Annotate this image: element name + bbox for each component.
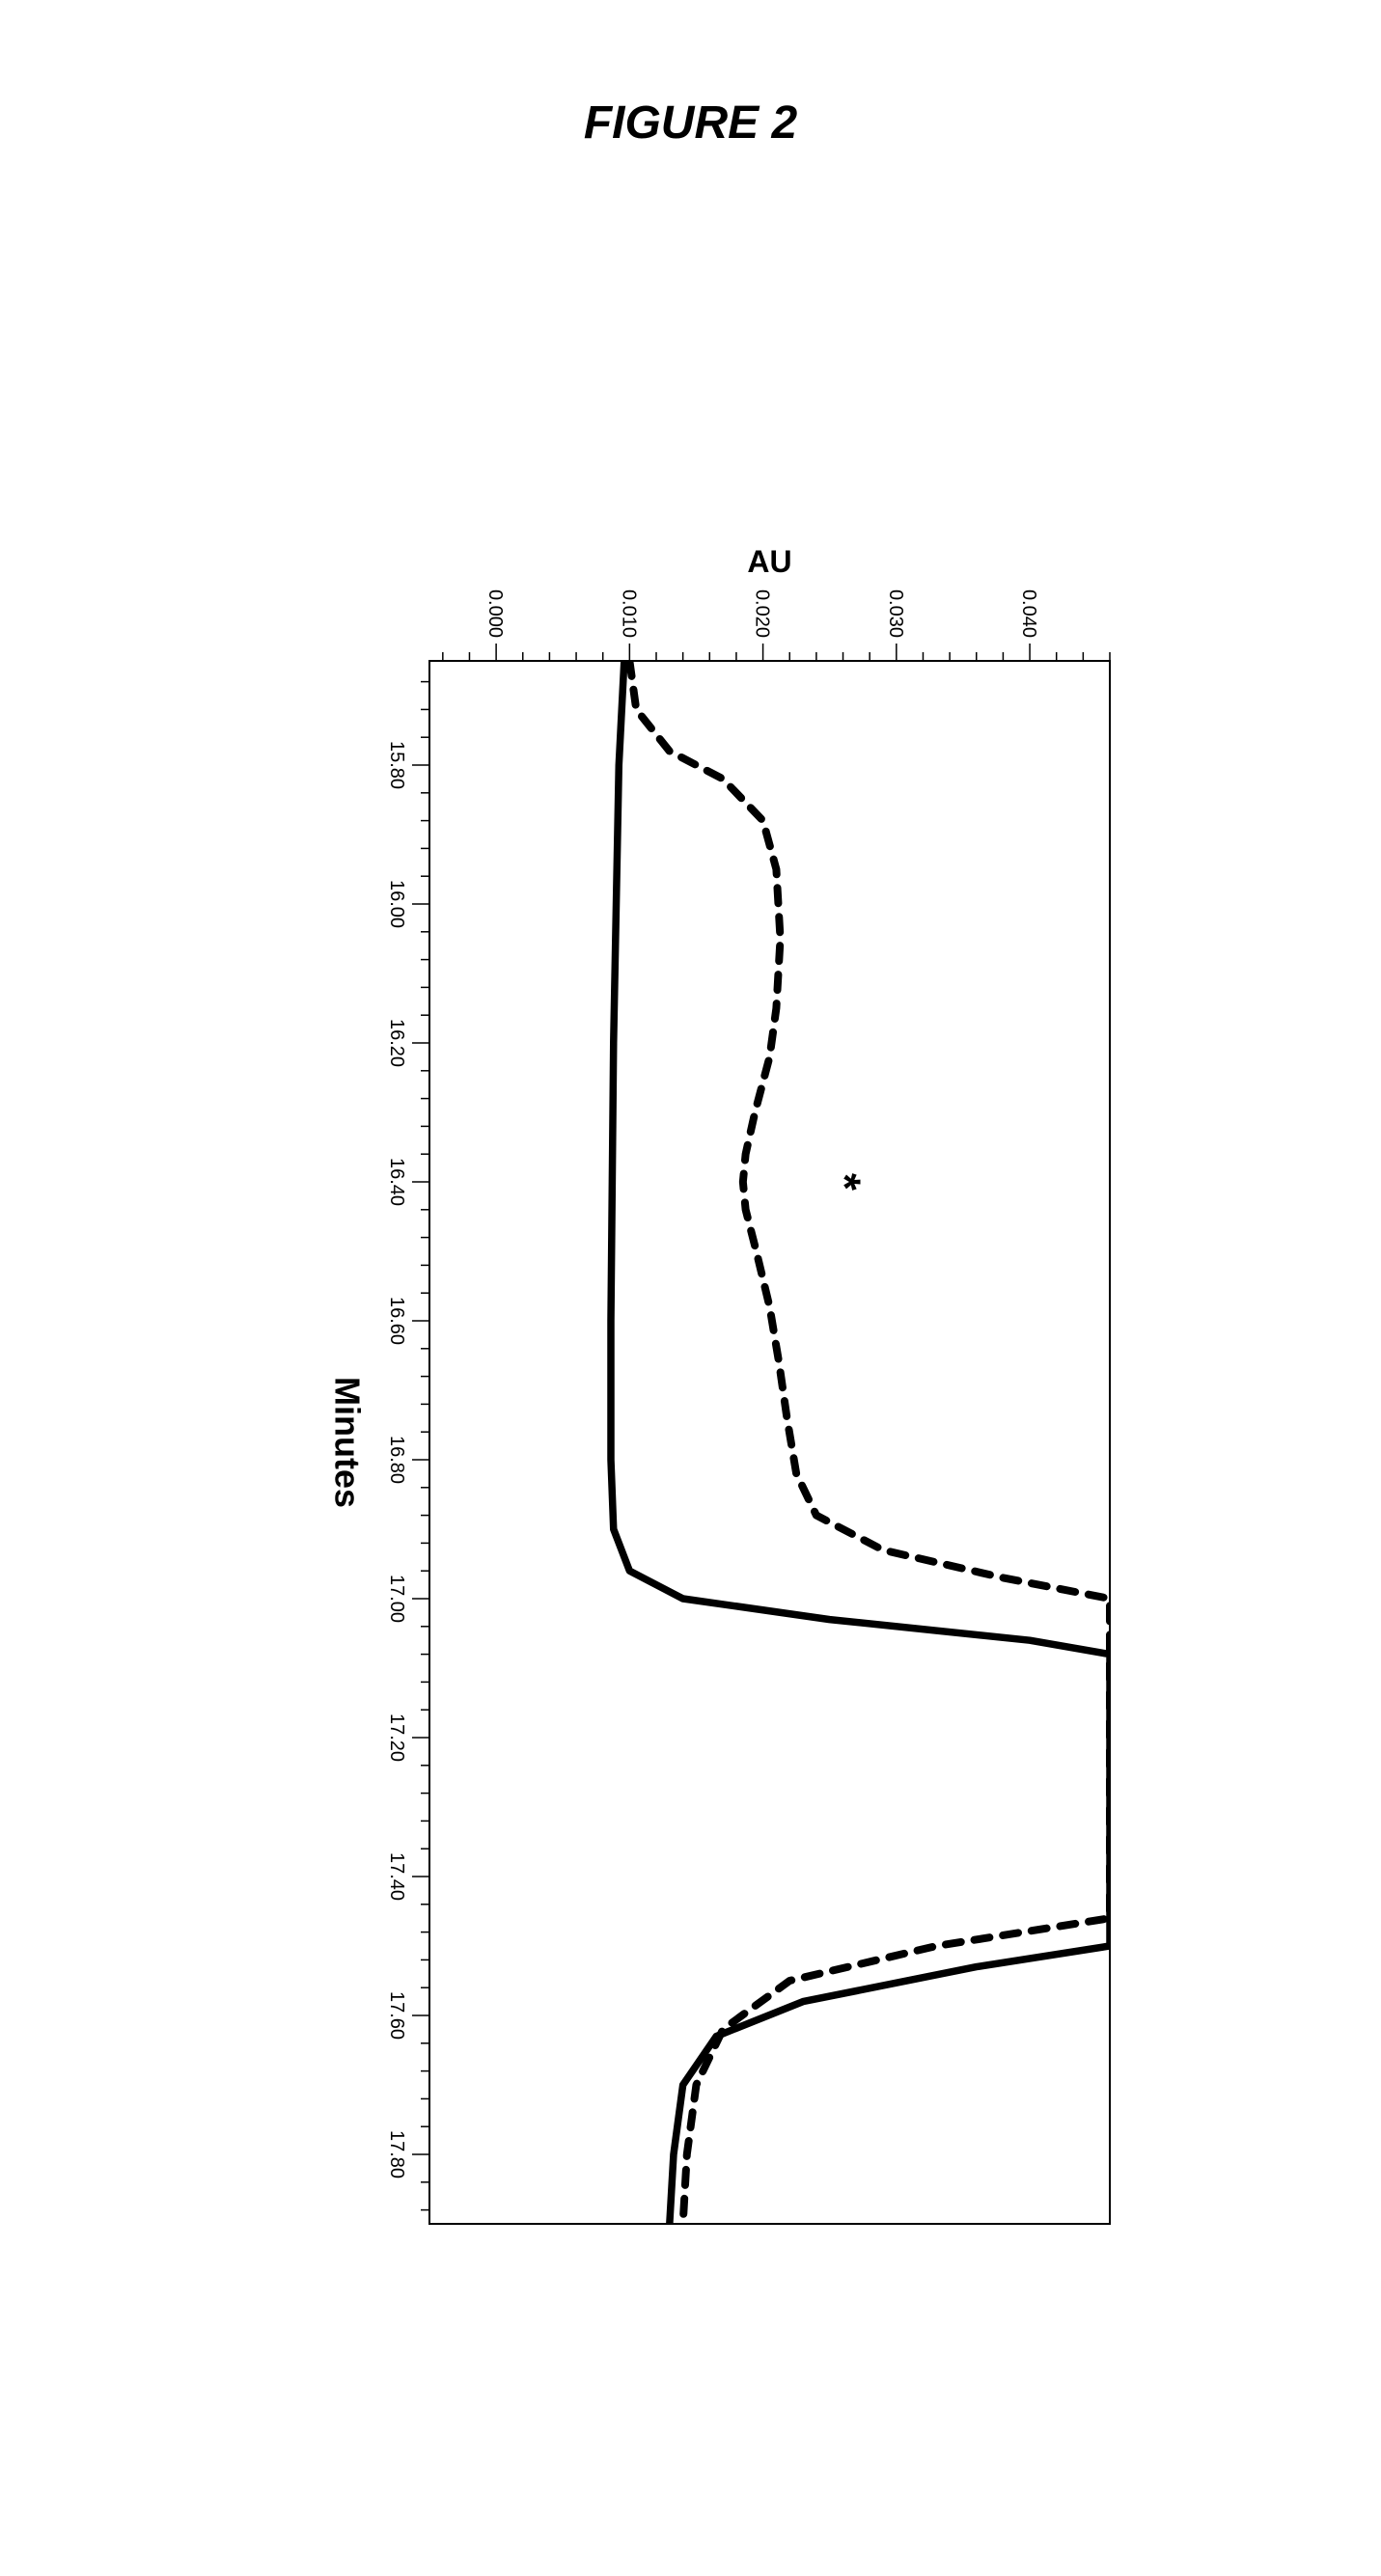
y-tick-label: 0.030	[885, 589, 906, 638]
x-tick-label: 16.00	[386, 880, 407, 928]
x-tick-label: 17.60	[386, 1991, 407, 2040]
x-tick-label: 17.20	[386, 1713, 407, 1762]
x-tick-label: 17.80	[386, 2130, 407, 2179]
figure-title: FIGURE 2	[0, 96, 1381, 150]
x-tick-label: 17.00	[386, 1575, 407, 1623]
x-tick-label: 16.60	[386, 1297, 407, 1345]
y-tick-label: 0.010	[618, 589, 639, 638]
x-axis-label: Minutes	[327, 1377, 367, 1508]
y-tick-label: 0.040	[1018, 589, 1039, 638]
x-tick-label: 16.80	[386, 1436, 407, 1484]
chart-area: 15.80 16.00 16.20 16.40 16.60 16.80 17.00 17.20…	[294, 550, 1124, 2238]
x-tick-label: 17.40	[386, 1852, 407, 1901]
y-tick-label: 0.020	[752, 589, 773, 638]
x-tick-label: 15.80	[386, 741, 407, 789]
chart-svg: 15.80 16.00 16.20 16.40 16.60 16.80 17.00 17.20…	[294, 550, 1124, 2238]
annotation-star: *	[820, 1173, 870, 1191]
page: FIGURE 2 15.8016.0016.2016.4016.6016.801…	[0, 0, 1381, 2576]
y-tick-label: 0.000	[484, 589, 506, 638]
x-tick-label: 16.40	[386, 1158, 407, 1206]
x-tick-label: 16.20	[386, 1019, 407, 1067]
y-axis-label: AU	[747, 550, 791, 579]
